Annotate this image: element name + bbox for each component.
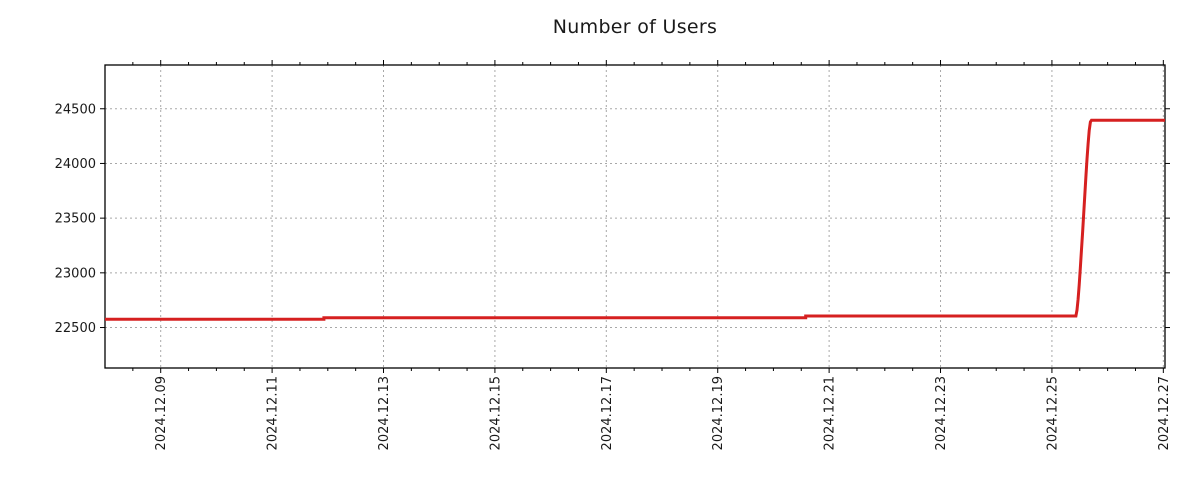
x-tick-label: 2024.12.17 — [600, 376, 615, 450]
y-tick-label: 24000 — [55, 157, 96, 172]
y-tick-label: 24500 — [55, 102, 96, 117]
x-tick-label: 2024.12.21 — [823, 376, 838, 450]
y-tick-label: 23000 — [55, 266, 96, 281]
x-tick-label: 2024.12.19 — [711, 376, 726, 450]
x-tick-label: 2024.12.25 — [1045, 376, 1060, 450]
chart-title: Number of Users — [552, 16, 718, 38]
x-tick-label: 2024.12.13 — [377, 376, 392, 450]
plot-frame — [104, 64, 1166, 369]
x-tick-label: 2024.12.15 — [488, 376, 503, 450]
y-tick-label: 23500 — [55, 212, 96, 227]
data-line — [105, 118, 1165, 321]
x-tick-label: 2024.12.23 — [934, 376, 949, 450]
x-tick-label: 2024.12.09 — [154, 376, 169, 450]
y-tick-label: 22500 — [55, 321, 96, 336]
x-tick-label: 2024.12.11 — [266, 376, 281, 450]
x-tick-label: 2024.12.27 — [1157, 376, 1172, 450]
